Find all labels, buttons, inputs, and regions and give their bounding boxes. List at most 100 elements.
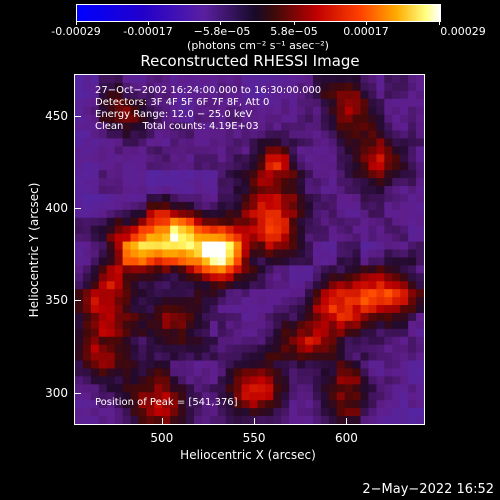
heatmap-cell bbox=[146, 209, 155, 219]
heatmap-cell bbox=[265, 328, 274, 338]
heatmap-cell bbox=[320, 209, 330, 219]
heatmap-cell bbox=[416, 162, 424, 171]
heatmap-cell bbox=[352, 217, 362, 227]
heatmap-cell bbox=[320, 170, 330, 179]
heatmap-cell bbox=[368, 154, 378, 163]
heatmap-cell bbox=[289, 146, 298, 155]
heatmap-cell bbox=[178, 130, 187, 140]
heatmap-cell bbox=[408, 257, 417, 266]
heatmap-cell bbox=[384, 106, 393, 116]
heatmap-cell bbox=[233, 138, 243, 147]
heatmap-cell bbox=[273, 162, 282, 171]
heatmap-cell bbox=[281, 82, 290, 92]
heatmap-cell bbox=[186, 360, 195, 370]
heatmap-cell bbox=[320, 320, 330, 330]
heatmap-cell bbox=[154, 154, 163, 163]
heatmap-cell bbox=[305, 249, 314, 259]
timestamp: 2−May−2022 16:52 bbox=[362, 482, 494, 497]
heatmap-cell bbox=[305, 146, 314, 155]
heatmap-cell bbox=[416, 130, 424, 140]
heatmap-cell bbox=[320, 122, 330, 132]
heatmap-cell bbox=[257, 352, 266, 362]
heatmap-cell bbox=[186, 384, 195, 393]
heatmap-cell bbox=[122, 265, 132, 274]
heatmap-cell bbox=[360, 273, 370, 282]
heatmap-cell bbox=[75, 138, 84, 147]
heatmap-cell bbox=[344, 186, 354, 195]
heatmap-cell bbox=[241, 193, 251, 203]
heatmap-cell bbox=[392, 114, 401, 124]
heatmap-cell bbox=[225, 257, 235, 266]
heatmap-cell bbox=[138, 138, 147, 147]
heatmap-cell bbox=[305, 130, 314, 140]
heatmap-cell bbox=[193, 146, 203, 155]
heatmap-cell bbox=[376, 360, 385, 370]
heatmap-cell bbox=[90, 186, 100, 195]
heatmap-cell bbox=[360, 106, 370, 116]
heatmap-cell bbox=[146, 114, 155, 124]
heatmap-cell bbox=[352, 368, 362, 378]
heatmap-cell bbox=[138, 360, 147, 370]
heatmap-cell bbox=[408, 416, 417, 424]
heatmap-cell bbox=[328, 130, 338, 140]
colorbar-tick bbox=[220, 21, 221, 25]
heatmap-cell bbox=[162, 328, 171, 338]
heatmap-cell bbox=[328, 154, 338, 163]
heatmap-cell bbox=[241, 368, 251, 378]
heatmap-cell bbox=[114, 352, 124, 362]
heatmap-cell bbox=[106, 75, 116, 84]
heatmap-cell bbox=[225, 130, 235, 140]
heatmap-cell bbox=[241, 217, 251, 227]
heatmap-cell bbox=[376, 249, 385, 259]
heatmap-cell bbox=[225, 106, 235, 116]
heatmap-cell bbox=[178, 122, 187, 132]
heatmap-cell bbox=[265, 400, 274, 409]
heatmap-cell bbox=[154, 281, 163, 290]
heatmap-cell bbox=[416, 98, 424, 108]
heatmap-cell bbox=[106, 186, 116, 195]
heatmap-cell bbox=[75, 209, 84, 219]
heatmap-cell bbox=[392, 90, 401, 100]
heatmap-cell bbox=[90, 106, 100, 116]
heatmap-cell bbox=[201, 360, 211, 370]
heatmap-cell bbox=[384, 384, 393, 393]
heatmap-cell bbox=[368, 312, 378, 322]
heatmap-cell bbox=[265, 122, 274, 132]
heatmap-cell bbox=[344, 384, 354, 393]
heatmap-cell bbox=[344, 320, 354, 330]
heatmap-cell bbox=[297, 114, 306, 124]
heatmap-cell bbox=[312, 178, 322, 187]
heatmap-cell bbox=[154, 201, 163, 211]
heatmap-cell bbox=[162, 360, 171, 370]
heatmap-cell bbox=[289, 154, 298, 163]
heatmap-cell bbox=[400, 344, 409, 354]
heatmap-cell bbox=[106, 233, 116, 243]
heatmap-cell bbox=[106, 368, 116, 378]
heatmap-cell bbox=[368, 297, 378, 306]
heatmap-cell bbox=[297, 130, 306, 140]
heatmap-cell bbox=[360, 233, 370, 243]
heatmap-cell bbox=[98, 122, 108, 132]
heatmap-cell bbox=[328, 376, 338, 385]
heatmap-cell bbox=[98, 297, 108, 306]
heatmap-cell bbox=[336, 400, 346, 409]
y-tick-mark bbox=[75, 115, 81, 117]
heatmap-cell bbox=[154, 178, 163, 187]
colorbar-label: −5.8e−05 bbox=[193, 25, 251, 38]
heatmap-cell bbox=[186, 130, 195, 140]
heatmap-cell bbox=[154, 392, 163, 401]
heatmap-cell bbox=[257, 305, 266, 314]
heatmap-cell bbox=[400, 273, 409, 282]
heatmap-cell bbox=[297, 336, 306, 346]
heatmap-cell bbox=[193, 75, 203, 84]
heatmap-cell bbox=[130, 257, 140, 266]
heatmap-cell bbox=[162, 209, 171, 219]
heatmap-cell bbox=[416, 328, 424, 338]
heatmap-cell bbox=[416, 392, 424, 401]
heatmap-cell bbox=[265, 193, 274, 203]
heatmap-cell bbox=[90, 400, 100, 409]
heatmap-cell bbox=[328, 312, 338, 322]
heatmap-cell bbox=[344, 217, 354, 227]
heatmap-cell bbox=[209, 201, 219, 211]
heatmap-cell bbox=[98, 233, 108, 243]
